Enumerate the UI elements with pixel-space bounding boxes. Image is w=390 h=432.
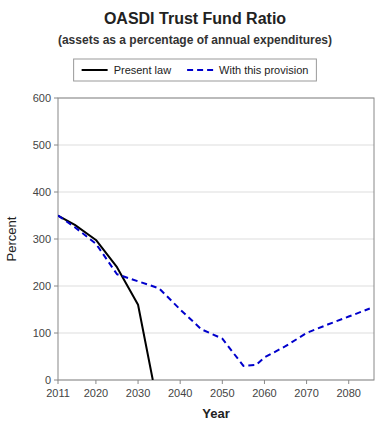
grid <box>58 98 374 380</box>
y-tick <box>54 333 58 334</box>
y-tick-label: 100 <box>33 327 51 339</box>
y-tick <box>54 192 58 193</box>
legend-label: Present law <box>114 64 172 76</box>
x-tick <box>222 380 223 384</box>
legend-label: With this provision <box>219 64 308 76</box>
subtitle: (assets as a percentage of annual expend… <box>58 33 332 47</box>
x-tick-label: 2030 <box>126 387 150 399</box>
series-line <box>58 216 370 366</box>
x-tick <box>95 380 96 384</box>
x-tick-label: 2070 <box>294 387 318 399</box>
y-axis-label: Percent <box>4 216 19 261</box>
grid-line <box>58 239 374 240</box>
x-tick-label: 2080 <box>336 387 360 399</box>
y-tick <box>54 380 58 381</box>
y-tick-label: 300 <box>33 233 51 245</box>
data <box>58 216 370 381</box>
legend-swatch <box>82 69 108 71</box>
legend-box <box>74 59 317 81</box>
y-tick-label: 600 <box>33 92 51 104</box>
legend: Present law With this provision <box>74 59 317 81</box>
grid-line <box>58 192 374 193</box>
x-tick <box>58 380 59 384</box>
y-tick <box>54 239 58 240</box>
y-tick-label: 500 <box>33 139 51 151</box>
series-line <box>58 216 153 381</box>
x-tick <box>306 380 307 384</box>
x-tick <box>180 380 181 384</box>
y-tick <box>54 98 58 99</box>
x-tick-label: 2040 <box>168 387 192 399</box>
axes: 0 100 200 300 400 500 600 2011 2020 2030 2040 2050 2… <box>33 92 374 399</box>
grid-line <box>58 286 374 287</box>
title: OASDI Trust Fund Ratio <box>104 10 286 27</box>
x-axis-label: Year <box>202 406 229 421</box>
y-tick <box>54 145 58 146</box>
x-tick <box>348 380 349 384</box>
y-tick-label: 200 <box>33 280 51 292</box>
x-tick <box>138 380 139 384</box>
y-tick-label: 400 <box>33 186 51 198</box>
y-tick-label: 0 <box>45 374 51 386</box>
chart: OASDI Trust Fund Ratio (assets as a perce… <box>0 0 390 432</box>
x-tick-label: 2060 <box>252 387 276 399</box>
x-tick <box>264 380 265 384</box>
x-tick-label: 2011 <box>46 387 70 399</box>
legend-swatch <box>187 69 213 71</box>
plot-frame <box>58 98 374 380</box>
grid-line <box>58 145 374 146</box>
y-tick <box>54 286 58 287</box>
grid-line <box>58 333 374 334</box>
x-tick-label: 2050 <box>210 387 234 399</box>
x-tick-label: 2020 <box>84 387 108 399</box>
